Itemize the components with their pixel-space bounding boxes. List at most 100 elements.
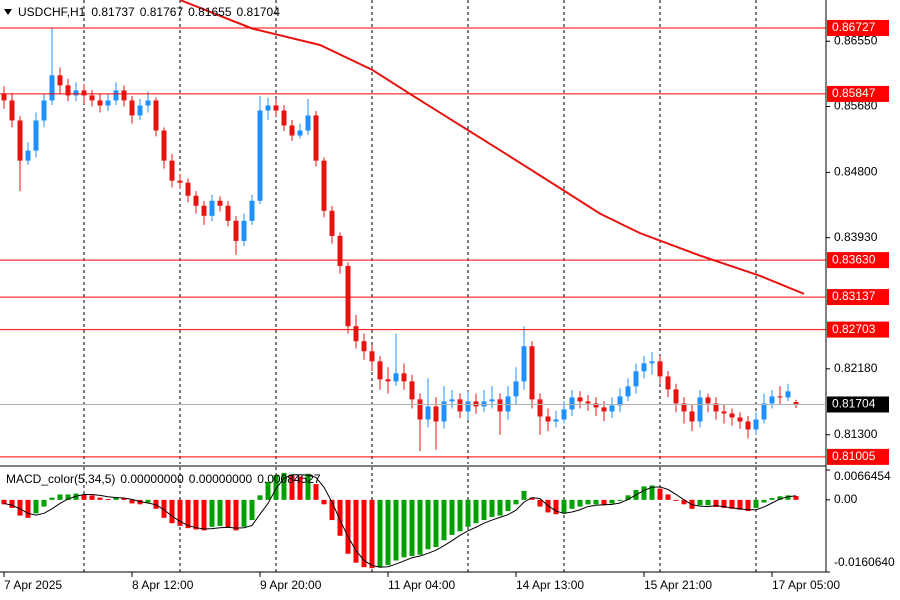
- candle-body: [561, 409, 567, 420]
- histogram-bar: [1, 499, 7, 505]
- y-tick-label: 0.86550: [834, 33, 878, 47]
- histogram-bar: [777, 496, 783, 500]
- candle-body: [745, 421, 751, 430]
- histogram-bar: [641, 486, 647, 500]
- menu-triangle: [4, 9, 12, 15]
- candle-body: [137, 105, 143, 116]
- histogram-bar: [121, 498, 127, 500]
- symbol: USDCHF,H1: [18, 5, 86, 19]
- candle-body: [321, 160, 327, 211]
- histogram-bar: [721, 499, 727, 508]
- indicator-value: 0.00084527: [257, 472, 321, 486]
- candle-body: [345, 265, 351, 327]
- histogram-bar: [697, 499, 703, 506]
- histogram-bar: [289, 475, 295, 500]
- histogram-bar: [161, 499, 167, 518]
- histogram-bar: [729, 499, 735, 509]
- candle-body: [393, 373, 399, 382]
- candle-body: [649, 361, 655, 364]
- candle-body: [497, 399, 503, 412]
- histogram-bar: [105, 498, 111, 500]
- histogram-bar: [401, 499, 407, 558]
- histogram-bar: [553, 499, 559, 515]
- candle-body: [793, 402, 799, 405]
- candle-body: [73, 90, 79, 96]
- histogram-bar: [393, 499, 399, 561]
- histogram-bar: [609, 499, 615, 504]
- candle-body: [617, 396, 623, 406]
- histogram-bar: [361, 499, 367, 568]
- header-close: 0.81704: [237, 5, 281, 19]
- candle-body: [185, 182, 191, 196]
- candle-body: [105, 100, 111, 106]
- histogram-bar: [489, 499, 495, 517]
- candle-body: [417, 399, 423, 420]
- y-tick-label: 0.81300: [834, 427, 878, 441]
- header-low: 0.81655: [188, 5, 232, 19]
- histogram-bar: [329, 499, 335, 521]
- candle-body: [729, 413, 735, 418]
- candle-body: [697, 397, 703, 422]
- indicator-name: MACD_color(5,34,5): [6, 472, 115, 486]
- histogram-bar: [281, 472, 287, 500]
- y-tick-label: 0.83930: [834, 230, 878, 244]
- candle-body: [329, 210, 335, 236]
- histogram-bar: [513, 499, 519, 505]
- macd-header: MACD_color(5,34,5) 0.00000000 0.00000000 0.…: [6, 472, 321, 486]
- candle-body: [441, 401, 447, 422]
- histogram-bar: [297, 476, 303, 500]
- candle-body: [601, 407, 607, 412]
- histogram-bar: [761, 499, 767, 503]
- y-tick-label: 0.0066454: [834, 469, 891, 483]
- histogram-bar: [409, 499, 415, 556]
- level-label: 0.81005: [832, 449, 876, 463]
- candle-body: [113, 90, 119, 101]
- candle-body: [177, 180, 183, 183]
- histogram-bar: [537, 499, 543, 507]
- y-tick-label: -0.0160640: [834, 555, 895, 569]
- histogram-bar: [57, 494, 63, 500]
- candle-body: [129, 100, 135, 116]
- histogram-bar: [25, 499, 31, 518]
- histogram-bar: [577, 499, 583, 507]
- histogram-bar: [737, 499, 743, 510]
- candle-body: [297, 130, 303, 136]
- candle-body: [529, 346, 535, 400]
- histogram-bar: [657, 488, 663, 500]
- histogram-bar: [625, 495, 631, 500]
- histogram-bar: [113, 497, 119, 500]
- candle-body: [265, 105, 271, 111]
- candle-body: [281, 110, 287, 126]
- histogram-bar: [225, 499, 231, 528]
- histogram-bar: [601, 499, 607, 506]
- candle-body: [153, 100, 159, 131]
- signal-line: [3, 474, 797, 568]
- histogram-bar: [433, 499, 439, 548]
- histogram-bar: [705, 499, 711, 506]
- histogram-bar: [713, 499, 719, 508]
- histogram-bar: [561, 499, 567, 514]
- histogram-bar: [497, 499, 503, 516]
- histogram-bar: [465, 499, 471, 527]
- indicator-value: 0.00000000: [120, 472, 184, 486]
- candle-body: [57, 75, 63, 86]
- level-label-box: [827, 252, 889, 269]
- histogram-bar: [521, 490, 527, 500]
- last-price-box: [827, 396, 889, 413]
- histogram-bar: [265, 481, 271, 500]
- x-tick-label: 11 Apr 04:00: [388, 578, 455, 592]
- histogram-bar: [193, 499, 199, 530]
- candle-body: [545, 416, 551, 422]
- candle-body: [121, 90, 127, 101]
- histogram-bar: [169, 499, 175, 524]
- histogram-bar: [369, 499, 375, 569]
- candle-body: [257, 110, 263, 201]
- candle-body: [593, 403, 599, 408]
- candle-body: [577, 397, 583, 402]
- histogram-bar: [385, 499, 391, 565]
- histogram-bar: [177, 499, 183, 526]
- histogram-bar: [129, 499, 135, 504]
- histogram-bar: [89, 495, 95, 500]
- histogram-bar: [305, 473, 311, 500]
